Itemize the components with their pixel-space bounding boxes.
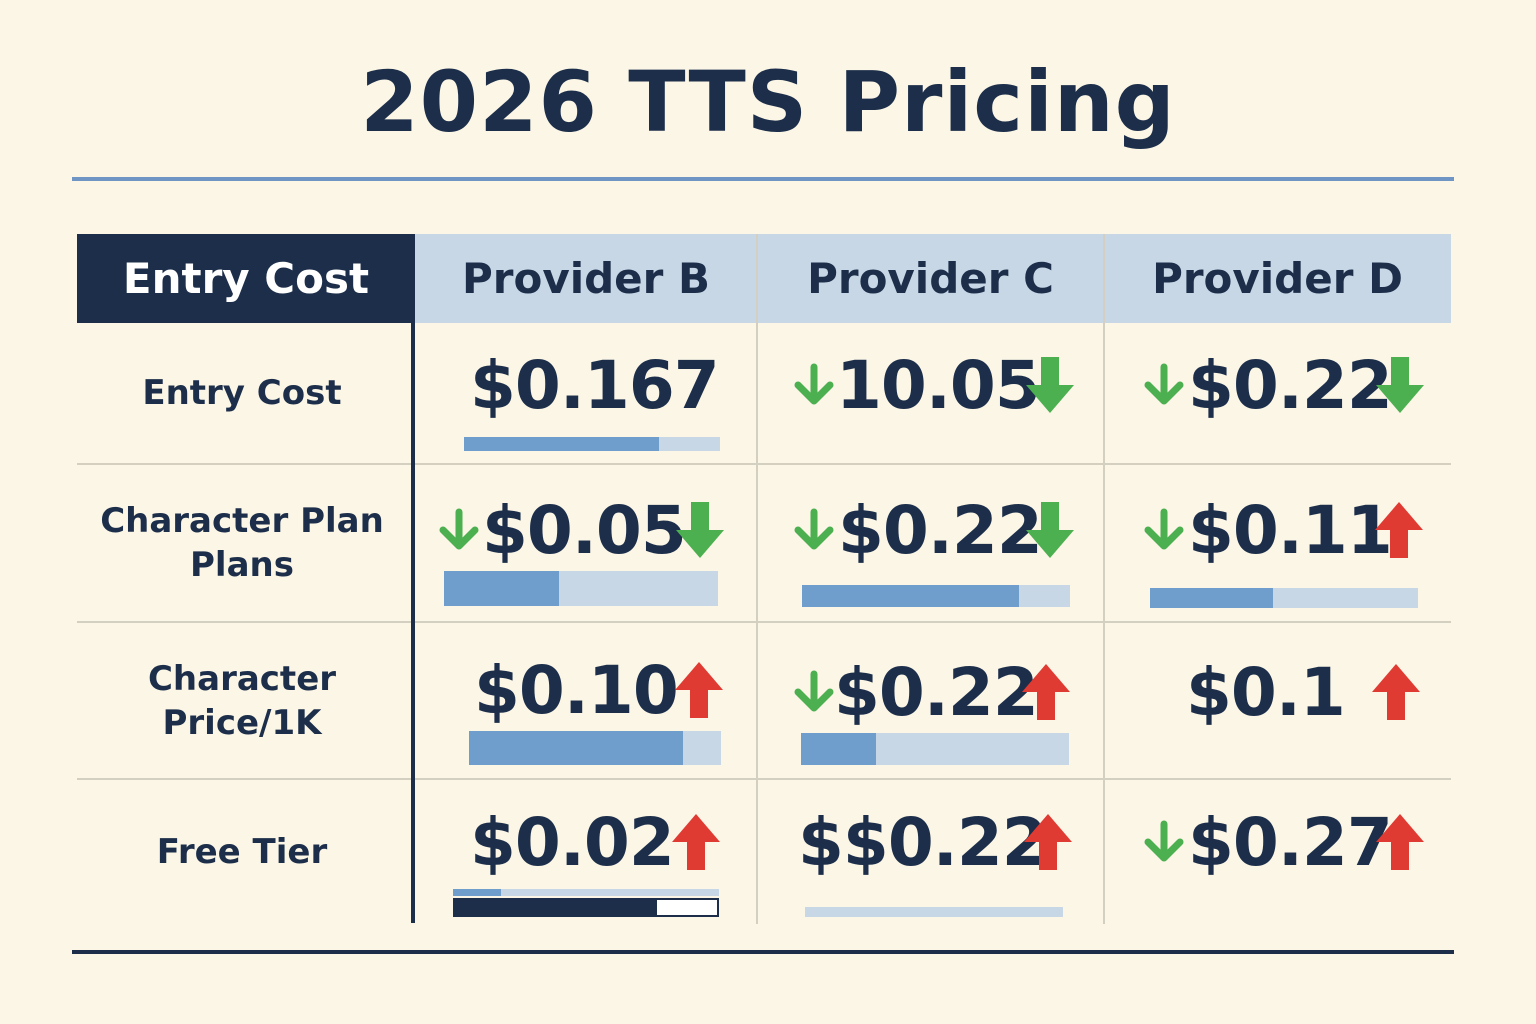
down-arrow-icon [794,670,834,712]
price-bar-fill [444,571,560,606]
price-value-text: 10.05 [836,346,1041,424]
column-header-provider-c: Provider C [807,254,1054,303]
up-arrow-icon [1372,664,1420,720]
price-value: $$0.22 [798,800,1048,884]
price-value: $0.10 [474,648,679,732]
price-value: $0.11 [1188,488,1393,572]
price-value-text: $0.02 [470,803,675,881]
row-divider [77,463,1451,465]
table-bottom-rule [72,950,1454,954]
column-header-provider-b: Provider B [461,254,711,303]
price-value-text: $0.167 [470,346,720,424]
price-value-text: $0.10 [474,651,679,729]
down-arrow-icon [1144,363,1184,405]
price-value-text: $0.05 [482,491,687,569]
price-bar-track [444,571,718,606]
price-bar-track [801,733,1069,765]
price-bar-track [464,437,720,451]
price-value-text: $0.22 [838,491,1043,569]
price-value-text: $0.1 [1186,653,1346,731]
label-column-divider [411,323,415,923]
price-bar-fill [455,900,657,915]
down-arrow-icon [794,363,834,405]
down-arrow-icon [1026,357,1074,413]
price-value: $0.27 [1188,800,1393,884]
price-bar-track [1150,588,1418,608]
row-label-free-tier: Free Tier [156,831,328,872]
price-value: 10.05 [836,343,1041,427]
row-label-character-price: Character Price/1K [147,658,337,743]
up-arrow-icon [1375,502,1423,558]
down-arrow-icon [1026,502,1074,558]
column-divider [1103,234,1105,924]
down-arrow-icon [439,508,479,550]
price-bar-fill [801,733,877,765]
price-bar-track [469,731,721,765]
column-header-provider-d: Provider D [1152,254,1403,303]
up-arrow-icon [675,662,723,718]
row-label-entry-cost: Entry Cost [142,373,342,413]
down-arrow-icon [1376,357,1424,413]
down-arrow-icon [794,508,834,550]
price-value-text: $0.22 [1188,346,1393,424]
price-value-text: $0.22 [834,653,1039,731]
up-arrow-icon [1022,664,1070,720]
table-corner-header: Entry Cost [77,234,415,323]
page-title: 2026 TTS Pricing [360,53,1176,151]
price-value: $0.05 [482,488,687,572]
up-arrow-icon [1024,814,1072,870]
price-bar-fill [469,731,684,765]
down-arrow-icon [676,502,724,558]
price-bar-fill [464,437,659,451]
title-divider [72,177,1454,181]
price-value: $0.02 [470,800,675,884]
price-value-text: $$0.22 [798,803,1048,881]
price-value-text: $0.11 [1188,491,1393,569]
up-arrow-icon [672,814,720,870]
row-divider [77,621,1451,623]
price-bar-track [805,907,1063,917]
price-bar-fill [802,585,1020,607]
price-bar-fill [1150,588,1274,608]
down-arrow-icon [1144,508,1184,550]
price-value: $0.22 [834,650,1039,734]
header-band [415,234,1451,323]
price-bar-track [453,898,719,917]
price-value: $0.167 [470,343,720,427]
secondary-bar-track [453,889,719,896]
row-label-character-plan: Character Plan Plans [100,501,384,585]
up-arrow-icon [1376,814,1424,870]
price-bar-track [802,585,1070,607]
column-divider [756,234,758,924]
price-value-text: $0.27 [1188,803,1393,881]
price-value: $0.22 [1188,343,1393,427]
price-value: $0.22 [838,488,1043,572]
down-arrow-icon [1144,820,1184,862]
secondary-bar-fill [453,889,501,896]
row-divider [77,778,1451,780]
price-value: $0.1 [1186,650,1346,734]
